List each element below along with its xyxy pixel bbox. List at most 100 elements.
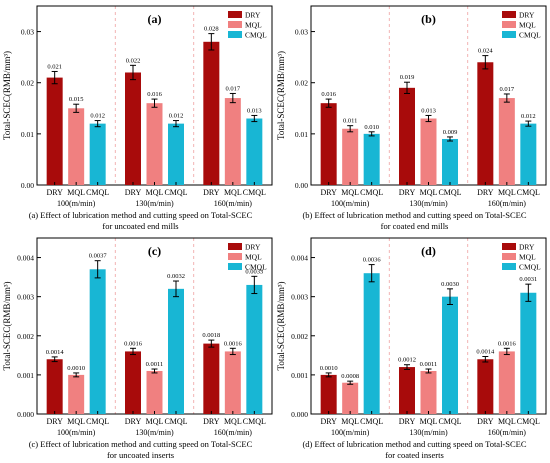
data-label: 0.012 bbox=[169, 113, 184, 120]
legend-label: DRY bbox=[519, 243, 535, 252]
bar-cmql bbox=[89, 269, 106, 414]
group-label: 160(m/min) bbox=[214, 199, 253, 208]
data-label: 0.0016 bbox=[498, 340, 517, 347]
legend-label: CMQL bbox=[245, 263, 267, 272]
x-tick-label: MQL bbox=[420, 188, 438, 197]
data-label: 0.0010 bbox=[67, 365, 85, 372]
x-tick-label: DRY bbox=[399, 417, 416, 426]
y-axis-label: Total-SCEC(RMB/mm³) bbox=[2, 281, 12, 370]
legend-label: CMQL bbox=[519, 263, 541, 272]
data-label: 0.028 bbox=[204, 26, 219, 33]
legend-swatch-mql bbox=[502, 253, 516, 260]
y-axis-label: Total-SCEC(RMB/mm³) bbox=[276, 51, 286, 140]
y-tick-label: 0.004 bbox=[17, 254, 34, 263]
data-label: 0.0016 bbox=[224, 340, 243, 347]
x-tick-label: MQL bbox=[498, 417, 516, 426]
bar-mql bbox=[342, 382, 359, 414]
legend-swatch-mql bbox=[228, 21, 242, 28]
group-label: 100(m/min) bbox=[57, 199, 96, 208]
y-tick-label: 0.01 bbox=[21, 130, 34, 139]
legend-label: MQL bbox=[245, 253, 262, 262]
x-tick-label: CMQL bbox=[243, 417, 266, 426]
group-label: 160(m/min) bbox=[488, 428, 527, 437]
chart-panel-a: 0.00 0.01 0.02 0.03 Total-SCEC(RMB/mm³) (a) 0.… bbox=[2, 5, 273, 231]
chart-panel-c: 0.000 0.001 0.002 0.003 0.004 Total-SCEC(RMB/… bbox=[2, 237, 273, 460]
x-tick-label: MQL bbox=[67, 417, 85, 426]
bar-cmql bbox=[442, 138, 458, 185]
group-label: 160(m/min) bbox=[488, 199, 527, 208]
bar-dry bbox=[477, 62, 494, 185]
y-tick-label: 0.004 bbox=[291, 254, 308, 263]
legend-swatch-dry bbox=[502, 243, 516, 250]
data-label: 0.009 bbox=[443, 129, 458, 136]
y-tick-label: 0.002 bbox=[291, 332, 308, 341]
caption-line: for uncoated inserts bbox=[107, 450, 174, 460]
y-tick-label: 0.00 bbox=[295, 181, 308, 190]
x-tick-label: MQL bbox=[341, 417, 359, 426]
y-tick-label: 0.001 bbox=[291, 371, 308, 380]
legend-label: CMQL bbox=[245, 31, 267, 40]
legend-label: DRY bbox=[519, 11, 535, 20]
x-tick-label: DRY bbox=[477, 188, 494, 197]
bar-dry bbox=[203, 343, 220, 414]
legend-swatch-mql bbox=[228, 253, 242, 260]
data-label: 0.0012 bbox=[398, 357, 416, 364]
x-tick-label: CMQL bbox=[517, 417, 540, 426]
data-label: 0.0032 bbox=[167, 273, 185, 280]
data-label: 0.011 bbox=[343, 118, 357, 125]
bar-cmql bbox=[520, 292, 537, 414]
x-tick-label: DRY bbox=[203, 188, 220, 197]
legend-label: MQL bbox=[245, 21, 262, 30]
bar-cmql bbox=[520, 123, 537, 185]
data-label: 0.0016 bbox=[124, 340, 143, 347]
data-label: 0.013 bbox=[421, 107, 436, 114]
x-tick-label: DRY bbox=[399, 188, 416, 197]
bar-mql bbox=[146, 370, 163, 414]
data-label: 0.021 bbox=[47, 63, 62, 70]
data-label: 0.0030 bbox=[441, 281, 459, 288]
data-label: 0.019 bbox=[400, 74, 415, 81]
group-label: 100(m/min) bbox=[331, 428, 370, 437]
x-tick-label: CMQL bbox=[360, 188, 383, 197]
caption-line: (b) Effect of lubrication method and cut… bbox=[302, 210, 526, 220]
y-axis-label: Total-SCEC(RMB/mm³) bbox=[276, 281, 286, 370]
data-label: 0.024 bbox=[478, 48, 493, 55]
data-label: 0.0014 bbox=[476, 349, 495, 356]
data-label: 0.017 bbox=[500, 86, 515, 93]
data-label: 0.010 bbox=[364, 124, 379, 131]
caption-line: (d) Effect of lubrication method and cut… bbox=[302, 439, 526, 449]
bar-mql bbox=[420, 370, 437, 414]
y-tick-label: 0.01 bbox=[295, 130, 308, 139]
bar-mql bbox=[420, 118, 437, 185]
bar-cmql bbox=[363, 273, 380, 414]
x-tick-label: MQL bbox=[341, 188, 359, 197]
x-tick-label: CMQL bbox=[360, 417, 383, 426]
legend-swatch-cmql bbox=[502, 263, 516, 270]
y-tick-label: 0.03 bbox=[21, 28, 34, 37]
x-tick-label: DRY bbox=[46, 188, 63, 197]
x-tick-label: CMQL bbox=[517, 188, 540, 197]
x-tick-label: DRY bbox=[320, 417, 337, 426]
panel-label: (b) bbox=[421, 12, 436, 26]
data-label: 0.016 bbox=[321, 91, 336, 98]
bar-dry bbox=[477, 359, 494, 414]
x-tick-label: MQL bbox=[224, 188, 242, 197]
x-tick-label: DRY bbox=[125, 188, 142, 197]
data-label: 0.012 bbox=[521, 113, 536, 120]
chart-panel-d: 0.000 0.001 0.002 0.003 0.004 Total-SCEC(RMB/… bbox=[276, 237, 547, 460]
group-label: 130(m/min) bbox=[135, 428, 174, 437]
bar-mql bbox=[68, 374, 85, 414]
data-label: 0.015 bbox=[69, 96, 84, 103]
caption-line: for coated inserts bbox=[385, 450, 444, 460]
legend-swatch-cmql bbox=[502, 31, 516, 38]
x-tick-label: CMQL bbox=[243, 188, 266, 197]
bar-dry bbox=[399, 367, 415, 414]
legend-swatch-cmql bbox=[228, 263, 242, 270]
data-label: 0.0036 bbox=[363, 257, 382, 264]
legend-label: MQL bbox=[519, 21, 536, 30]
y-tick-label: 0.000 bbox=[291, 410, 308, 419]
y-tick-label: 0.02 bbox=[295, 79, 308, 88]
y-tick-label: 0.003 bbox=[17, 293, 34, 302]
data-label: 0.012 bbox=[90, 113, 105, 120]
data-label: 0.017 bbox=[226, 85, 241, 92]
